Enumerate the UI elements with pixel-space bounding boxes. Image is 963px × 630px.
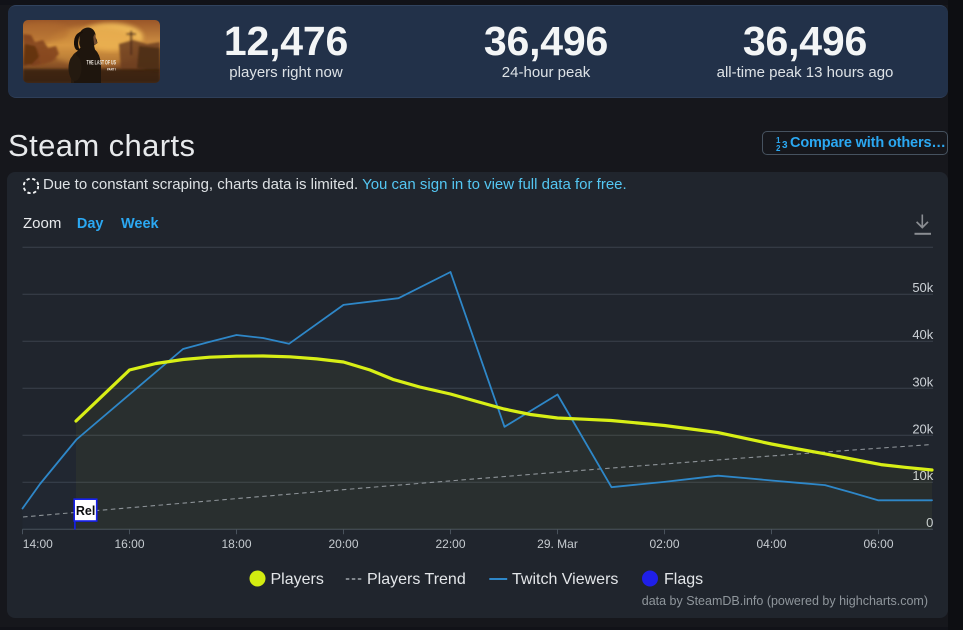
svg-text:0: 0: [926, 515, 933, 530]
svg-text:20:00: 20:00: [328, 537, 358, 551]
svg-text:10k: 10k: [912, 468, 933, 483]
svg-text:30k: 30k: [912, 374, 933, 389]
svg-text:14:00: 14:00: [23, 537, 53, 551]
svg-text:Players: Players: [271, 571, 324, 588]
svg-text:1: 1: [776, 136, 781, 145]
svg-text:18:00: 18:00: [221, 537, 251, 551]
svg-text:20k: 20k: [912, 421, 933, 436]
svg-text:PART I: PART I: [107, 67, 116, 72]
svg-text:02:00: 02:00: [649, 537, 679, 551]
svg-text:04:00: 04:00: [756, 537, 786, 551]
svg-text:THE LAST OF US: THE LAST OF US: [87, 61, 117, 67]
svg-text:Twitch Viewers: Twitch Viewers: [512, 571, 618, 588]
svg-text:22:00: 22:00: [435, 537, 465, 551]
svg-text:29. Mar: 29. Mar: [537, 537, 578, 551]
svg-text:Rel: Rel: [76, 504, 95, 518]
svg-text:16:00: 16:00: [114, 537, 144, 551]
svg-text:40k: 40k: [912, 327, 933, 342]
svg-text:06:00: 06:00: [863, 537, 893, 551]
svg-text:Players Trend: Players Trend: [367, 571, 466, 588]
svg-text:50k: 50k: [912, 280, 933, 295]
svg-text:data by SteamDB.info (powered: data by SteamDB.info (powered by highcha…: [642, 594, 928, 608]
svg-text:3: 3: [782, 140, 788, 151]
svg-text:2: 2: [776, 144, 781, 151]
svg-text:Flags: Flags: [664, 571, 703, 588]
